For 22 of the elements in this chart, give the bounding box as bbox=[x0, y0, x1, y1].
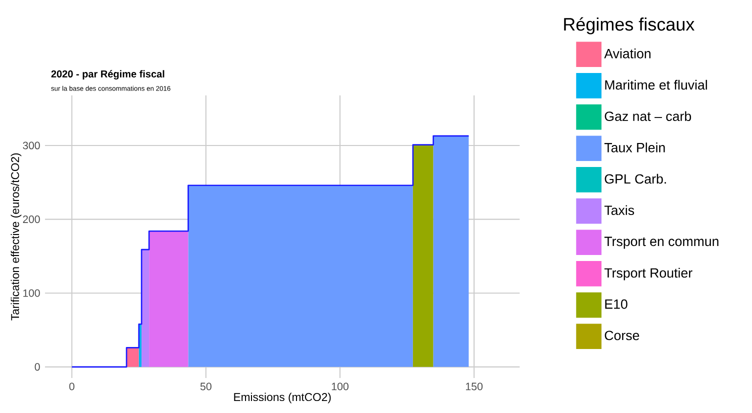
y-tick-label: 0 bbox=[34, 363, 40, 371]
legend-label: Corse bbox=[604, 330, 640, 340]
x-tick-label: 150 bbox=[466, 382, 483, 390]
y-axis-title: Tarification effective (euros/tCO2) bbox=[10, 153, 22, 320]
legend-label: Maritime et fluvial bbox=[605, 80, 707, 90]
y-tick-label: 200 bbox=[23, 216, 40, 224]
legend-label: Taux Plein bbox=[604, 142, 665, 152]
chart-title: 2020 - par Régime fiscal bbox=[51, 70, 164, 80]
legend-label: E10 bbox=[605, 299, 628, 309]
legend-label: Trsport en commun bbox=[604, 236, 718, 249]
y-tick-label: 100 bbox=[23, 289, 40, 297]
legend-label: Trsport Routier bbox=[604, 268, 692, 280]
legend-label: Taxis bbox=[604, 205, 634, 216]
legend-label: Aviation bbox=[604, 48, 650, 58]
legend-label: Gaz nat – carb bbox=[604, 111, 692, 122]
y-tick-label: 300 bbox=[22, 142, 40, 150]
x-tick-label: 50 bbox=[200, 382, 212, 390]
x-tick-label: 100 bbox=[332, 382, 348, 390]
legend-label: GPL Carb. bbox=[604, 174, 666, 184]
x-tick-label: 0 bbox=[69, 382, 74, 390]
legend-title: Régimes fiscaux bbox=[564, 17, 694, 34]
x-axis-title: Emissions (mtCO2) bbox=[234, 392, 331, 404]
